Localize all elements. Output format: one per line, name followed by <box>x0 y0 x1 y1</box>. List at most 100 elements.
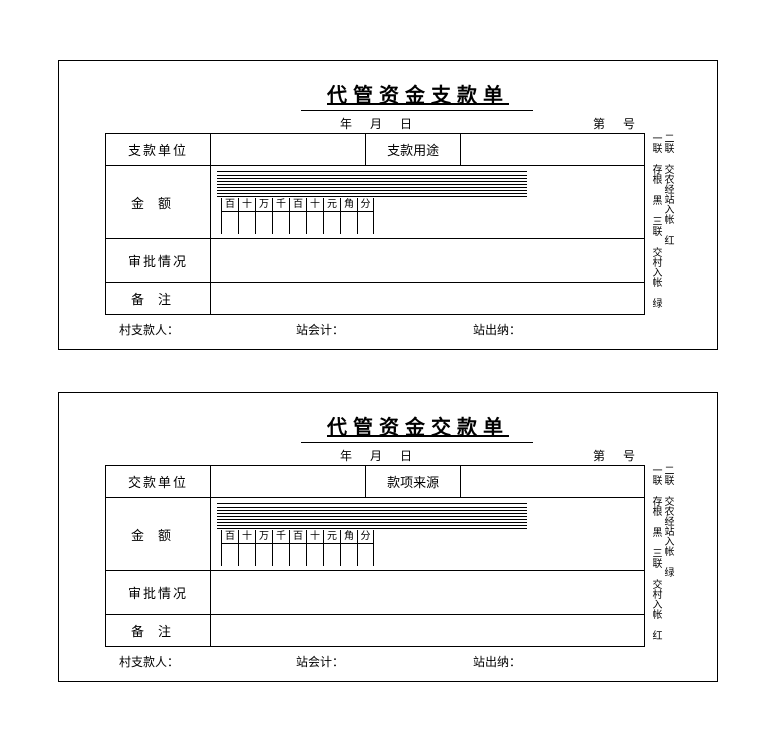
label-purpose: 支款用途 <box>365 134 460 166</box>
value-approval <box>210 239 644 283</box>
amount-writing-lines <box>217 170 527 198</box>
date-month-label: 月 <box>370 449 400 463</box>
digit-header: 千 <box>273 198 289 212</box>
number-suffix: 号 <box>623 449 653 463</box>
label-approval: 审批情况 <box>106 239 211 283</box>
digit-header: 万 <box>256 530 272 544</box>
digit-header: 分 <box>358 530 373 544</box>
value-approval <box>210 571 644 615</box>
side-note-col: 一联 存根 黑 三联 交村入帐 红 <box>650 465 661 670</box>
digit-header: 十 <box>239 198 255 212</box>
table-wrap: 交款单位 款项来源 金额 百 十 万 千 <box>105 465 645 670</box>
digit-header: 角 <box>341 530 357 544</box>
table-row: 金额 百 十 万 千 百 十 元 角 <box>106 166 645 239</box>
digit-value <box>341 212 357 234</box>
digit-value <box>290 212 306 234</box>
table-row: 审批情况 <box>106 239 645 283</box>
digit-value <box>324 212 340 234</box>
digit-header: 元 <box>324 530 340 544</box>
table-row: 交款单位 款项来源 <box>106 466 645 498</box>
digit-column: 万 <box>255 198 272 234</box>
side-note-col: 二联 交农经站入帐 绿 <box>662 465 673 670</box>
label-amount: 金额 <box>106 166 211 239</box>
digit-header: 百 <box>290 198 306 212</box>
receipt-main: 支款单位 支款用途 金额 百 十 万 千 <box>105 133 701 338</box>
date-ymd: 年月日 <box>340 115 430 132</box>
table-row: 审批情况 <box>106 571 645 615</box>
side-notes: 一联 存根 黑 三联 交村入帐 红 二联 交农经站入帐 绿 <box>645 465 697 670</box>
date-year-label: 年 <box>340 117 370 131</box>
signature-footer: 村支款人： 站会计： 站出纳： <box>105 653 645 670</box>
number-prefix: 第 <box>593 117 623 131</box>
label-remark: 备注 <box>106 615 211 647</box>
label-amount: 金额 <box>106 498 211 571</box>
signature-footer: 村支款人： 站会计： 站出纳： <box>105 321 645 338</box>
digit-value <box>290 544 306 566</box>
side-note-col: 二联 交农经站入帐 红 <box>662 133 673 338</box>
value-remark <box>210 283 644 315</box>
value-depositor-unit <box>210 466 365 498</box>
label-depositor-unit: 交款单位 <box>106 466 211 498</box>
table-row: 备注 <box>106 615 645 647</box>
value-purpose <box>461 134 645 166</box>
digit-column: 角 <box>340 530 357 566</box>
label-approval: 审批情况 <box>106 571 211 615</box>
receipt-title: 代管资金支款单 <box>105 79 701 108</box>
digit-header: 万 <box>256 198 272 212</box>
table-row: 支款单位 支款用途 <box>106 134 645 166</box>
signature-cashier: 站出纳： <box>473 321 521 338</box>
digit-column: 百 <box>221 198 238 234</box>
digit-header: 元 <box>324 198 340 212</box>
date-line: 年月日 第号 <box>105 447 701 465</box>
digit-header: 千 <box>273 530 289 544</box>
digit-header: 角 <box>341 198 357 212</box>
date-month-label: 月 <box>370 117 400 131</box>
digit-header: 十 <box>239 530 255 544</box>
digit-column: 元 <box>323 198 340 234</box>
digit-grid: 百 十 万 千 百 十 元 角 分 <box>221 198 374 234</box>
date-ymd: 年月日 <box>340 447 430 464</box>
digit-value <box>307 544 323 566</box>
digit-value <box>222 212 238 234</box>
amount-cell: 百 十 万 千 百 十 元 角 分 <box>210 166 644 239</box>
digit-column: 分 <box>357 198 374 234</box>
digit-column: 千 <box>272 198 289 234</box>
label-payer-unit: 支款单位 <box>106 134 211 166</box>
table-wrap: 支款单位 支款用途 金额 百 十 万 千 <box>105 133 645 338</box>
receipt-main: 交款单位 款项来源 金额 百 十 万 千 <box>105 465 701 670</box>
digit-value <box>239 544 255 566</box>
label-remark: 备注 <box>106 283 211 315</box>
digit-column: 十 <box>306 198 323 234</box>
title-double-underline <box>301 442 533 443</box>
digit-column: 十 <box>306 530 323 566</box>
digit-value <box>273 544 289 566</box>
date-line: 年月日 第号 <box>105 115 701 133</box>
digit-column: 角 <box>340 198 357 234</box>
side-notes: 一联 存根 黑 三联 交村入帐 绿 二联 交农经站入帐 红 <box>645 133 697 338</box>
form-table: 支款单位 支款用途 金额 百 十 万 千 <box>105 133 645 315</box>
receipt-deposit: 代管资金交款单 年月日 第号 交款单位 款项来源 <box>58 392 718 682</box>
signature-accountant: 站会计： <box>296 653 470 670</box>
label-source: 款项来源 <box>365 466 460 498</box>
digit-column: 百 <box>289 530 306 566</box>
digit-column: 百 <box>289 198 306 234</box>
receipt-number: 第号 <box>593 447 653 464</box>
digit-header: 分 <box>358 198 373 212</box>
digit-value <box>358 544 373 566</box>
signature-payer: 村支款人： <box>119 653 293 670</box>
title-double-underline <box>301 110 533 111</box>
signature-payer: 村支款人： <box>119 321 293 338</box>
digit-column: 十 <box>238 198 255 234</box>
digit-column: 万 <box>255 530 272 566</box>
digit-column: 千 <box>272 530 289 566</box>
number-suffix: 号 <box>623 117 653 131</box>
digit-grid: 百 十 万 千 百 十 元 角 分 <box>221 530 374 566</box>
side-note-col: 一联 存根 黑 三联 交村入帐 绿 <box>650 133 661 338</box>
date-day-label: 日 <box>400 117 430 131</box>
digit-value <box>341 544 357 566</box>
digit-header: 百 <box>222 530 238 544</box>
digit-column: 十 <box>238 530 255 566</box>
amount-cell: 百 十 万 千 百 十 元 角 分 <box>210 498 644 571</box>
value-source <box>461 466 645 498</box>
digit-value <box>307 212 323 234</box>
